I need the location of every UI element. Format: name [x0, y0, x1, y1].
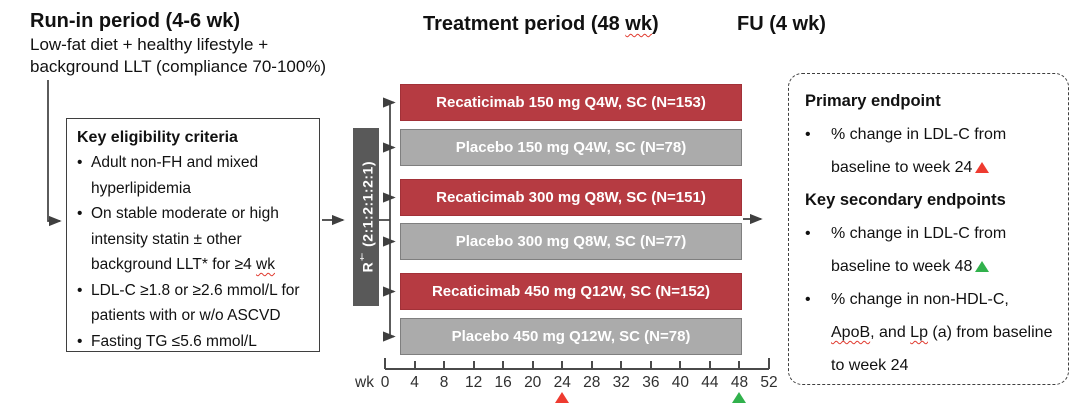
follow-up-title: FU (4 wk): [737, 13, 826, 35]
axis-tick-label: 48: [730, 374, 749, 391]
axis-tick-label: 4: [410, 374, 419, 391]
axis-tick-label: 20: [524, 374, 542, 391]
eligibility-bullet-list: • Adult non-FH and mixed hyperlipidemia • O…: [77, 150, 310, 354]
treatment-arm-bar-placebo: Placebo 150 mg Q4W, SC (N=78): [400, 129, 742, 166]
axis-tick: [649, 361, 652, 369]
axis-tick-label: 0: [380, 374, 390, 391]
eligibility-title: Key eligibility criteria: [77, 129, 238, 146]
axis-tick: [502, 361, 505, 369]
primary-endpoint-list: •% change in LDL-C from baseline to week…: [805, 118, 1056, 184]
axis-tick: [472, 361, 475, 369]
runin-subtitle-line2: background LLT (compliance 70-100%): [30, 57, 327, 76]
bullet-item: • On stable moderate or high intensity st…: [77, 205, 279, 273]
axis-tick: [531, 361, 534, 369]
randomization-label: R† (2:1:2:1:2:1): [356, 161, 376, 273]
eligibility-criteria-box: Key eligibility criteria • Adult non-FH a…: [66, 118, 320, 352]
axis-tick: [561, 361, 564, 369]
treatment-arm-bar-recaticimab: Recaticimab 450 mg Q12W, SC (N=152): [400, 273, 742, 310]
axis-tick: [384, 358, 386, 369]
bullet-item: • Adult non-FH and mixed hyperlipidemia: [77, 154, 259, 197]
axis-tick: [768, 358, 770, 369]
red-triangle-week-24: [555, 392, 570, 403]
bullet-item: •% change in non-HDL-C, ApoB, and Lp (a)…: [805, 291, 1053, 374]
axis-tick-label: 36: [642, 374, 660, 391]
axis-tick-label: 28: [583, 374, 601, 391]
axis-tick: [708, 361, 711, 369]
green-triangle-marker: [975, 261, 990, 272]
week-axis-unit-label: wk: [355, 374, 374, 391]
axis-tick: [738, 361, 741, 369]
axis-tick-label: 40: [671, 374, 689, 391]
treatment-arm-bar-placebo: Placebo 450 mg Q12W, SC (N=78): [400, 318, 742, 355]
axis-tick-label: 16: [494, 374, 512, 391]
axis-tick: [590, 361, 593, 369]
axis-tick-label: 32: [612, 374, 630, 391]
runin-period-title: Run-in period (4-6 wk): [30, 10, 240, 32]
week-axis-baseline: [385, 368, 769, 370]
treatment-arm-bar-recaticimab: Recaticimab 150 mg Q4W, SC (N=153): [400, 84, 742, 121]
randomization-bar: R† (2:1:2:1:2:1): [353, 128, 379, 306]
bullet-item: •% change in LDL-C from baseline to week…: [805, 225, 1007, 275]
bullet-item: • Fasting TG ≤5.6 mmol/L: [77, 332, 257, 350]
treatment-arm-bar-placebo: Placebo 300 mg Q8W, SC (N=77): [400, 223, 742, 260]
axis-tick: [413, 361, 416, 369]
runin-to-eligibility-arrow: [47, 80, 62, 227]
axis-tick-label: 8: [439, 374, 449, 391]
axis-tick: [679, 361, 682, 369]
endpoints-box: Primary endpoint •% change in LDL-C from…: [788, 73, 1069, 385]
bullet-item: • LDL-C ≥1.8 or ≥2.6 mmol/L for patients …: [77, 281, 300, 325]
red-triangle-marker: [975, 162, 990, 173]
secondary-endpoints-title: Key secondary endpoints: [805, 191, 1006, 209]
week-axis: wk 0 4 8 12 16 20 24 28 32 36 40 44 48 52: [355, 355, 785, 413]
treatment-period-title: Treatment period (48 wk): [423, 13, 659, 35]
primary-endpoint-title: Primary endpoint: [805, 92, 941, 110]
axis-tick: [443, 361, 446, 369]
runin-subtitle-line1: Low-fat diet + healthy lifestyle +: [30, 35, 269, 54]
axis-tick-label: 52: [760, 374, 778, 391]
axis-tick-label: 24: [553, 374, 571, 391]
treatment-arm-bar-recaticimab: Recaticimab 300 mg Q8W, SC (N=151): [400, 179, 742, 216]
axis-tick-label: 44: [701, 374, 719, 391]
bullet-item: •% change in LDL-C from baseline to week…: [805, 126, 1007, 176]
axis-tick-label: 12: [464, 374, 483, 391]
secondary-endpoints-list: •% change in LDL-C from baseline to week…: [805, 217, 1056, 382]
green-triangle-week-48: [732, 392, 747, 403]
axis-tick: [620, 361, 623, 369]
